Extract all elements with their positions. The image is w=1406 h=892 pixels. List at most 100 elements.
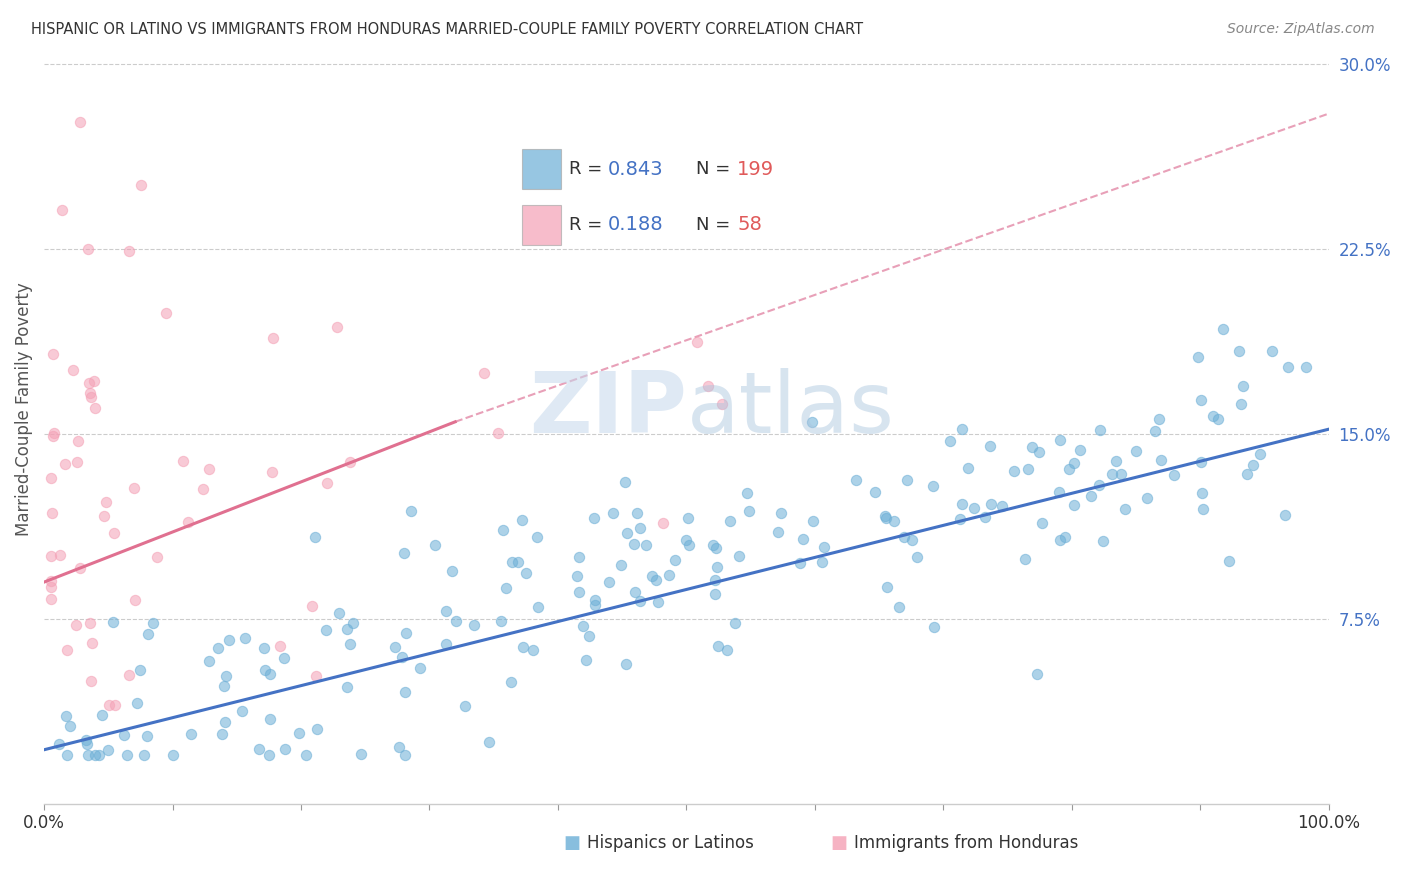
Point [875, 511, 897, 525]
Point [956, 461, 979, 475]
Text: HISPANIC OR LATINO VS IMMIGRANTS FROM HONDURAS MARRIED-COUPLE FAMILY POVERTY COR: HISPANIC OR LATINO VS IMMIGRANTS FROM HO… [31, 22, 863, 37]
Point [1163, 468, 1185, 483]
Point [486, 425, 509, 440]
Point [77, 747, 100, 762]
Point [1227, 343, 1250, 358]
Point [1014, 552, 1036, 566]
Point [1049, 533, 1071, 548]
Point [76, 737, 98, 751]
Point [512, 640, 534, 654]
Point [103, 525, 125, 540]
Point [716, 643, 738, 657]
Point [703, 587, 725, 601]
Point [79, 615, 101, 630]
Point [634, 538, 657, 552]
Point [93, 508, 115, 523]
Point [640, 568, 662, 582]
Point [1088, 423, 1111, 437]
Point [79, 386, 101, 401]
Point [980, 497, 1002, 511]
Point [42, 426, 65, 441]
Point [973, 510, 995, 524]
Point [789, 556, 811, 570]
Text: 0.843: 0.843 [607, 160, 664, 178]
Point [176, 515, 198, 529]
Point [1109, 467, 1132, 482]
Point [702, 538, 724, 552]
Point [623, 536, 645, 550]
Point [39, 574, 62, 589]
Point [207, 641, 229, 656]
Point [495, 581, 517, 595]
Point [676, 511, 699, 525]
Point [273, 651, 295, 665]
Point [1191, 455, 1213, 469]
Point [253, 641, 276, 656]
Point [180, 727, 202, 741]
Point [527, 600, 550, 615]
Point [811, 555, 834, 569]
Point [575, 652, 598, 666]
Point [647, 595, 669, 609]
Point [51, 203, 73, 218]
Point [613, 475, 636, 490]
Point [628, 521, 651, 535]
Text: N =: N = [696, 161, 735, 178]
Point [328, 606, 350, 620]
Point [896, 473, 918, 487]
Point [41, 346, 63, 360]
Point [124, 593, 146, 607]
Point [288, 725, 311, 739]
Point [1088, 477, 1111, 491]
Point [65, 618, 87, 632]
Point [865, 484, 887, 499]
Text: N =: N = [696, 216, 735, 234]
Point [616, 525, 638, 540]
Point [515, 566, 537, 581]
Point [394, 747, 416, 762]
Point [769, 506, 792, 520]
Point [766, 525, 789, 540]
Text: Source: ZipAtlas.com: Source: ZipAtlas.com [1227, 22, 1375, 37]
Point [727, 549, 749, 563]
Point [339, 455, 361, 469]
Point [889, 600, 911, 615]
Point [75, 732, 97, 747]
Point [66, 434, 89, 448]
Text: Hispanics or Latinos: Hispanics or Latinos [588, 834, 754, 852]
Point [401, 504, 423, 518]
Point [39, 549, 62, 563]
Point [1080, 489, 1102, 503]
Text: 58: 58 [737, 215, 762, 235]
Point [326, 320, 349, 334]
FancyBboxPatch shape [523, 205, 561, 244]
Text: atlas: atlas [686, 368, 894, 451]
Point [80, 390, 103, 404]
Point [901, 533, 924, 547]
Point [294, 747, 316, 762]
Point [738, 504, 761, 518]
Text: R =: R = [569, 216, 609, 234]
Point [260, 465, 283, 479]
Point [65, 455, 87, 469]
Point [704, 573, 727, 587]
Point [1031, 516, 1053, 531]
Point [104, 698, 127, 713]
Point [305, 723, 328, 737]
Point [922, 478, 945, 492]
Point [394, 685, 416, 699]
Point [472, 366, 495, 380]
Point [134, 747, 156, 762]
Point [582, 510, 605, 524]
Point [142, 616, 165, 631]
Point [501, 674, 523, 689]
Point [491, 615, 513, 629]
Y-axis label: Married-Couple Family Poverty: Married-Couple Family Poverty [15, 283, 32, 536]
Point [696, 379, 718, 393]
Point [893, 531, 915, 545]
Point [905, 550, 928, 565]
Point [939, 434, 962, 449]
Point [949, 512, 972, 526]
Point [813, 540, 835, 554]
Point [90, 707, 112, 722]
